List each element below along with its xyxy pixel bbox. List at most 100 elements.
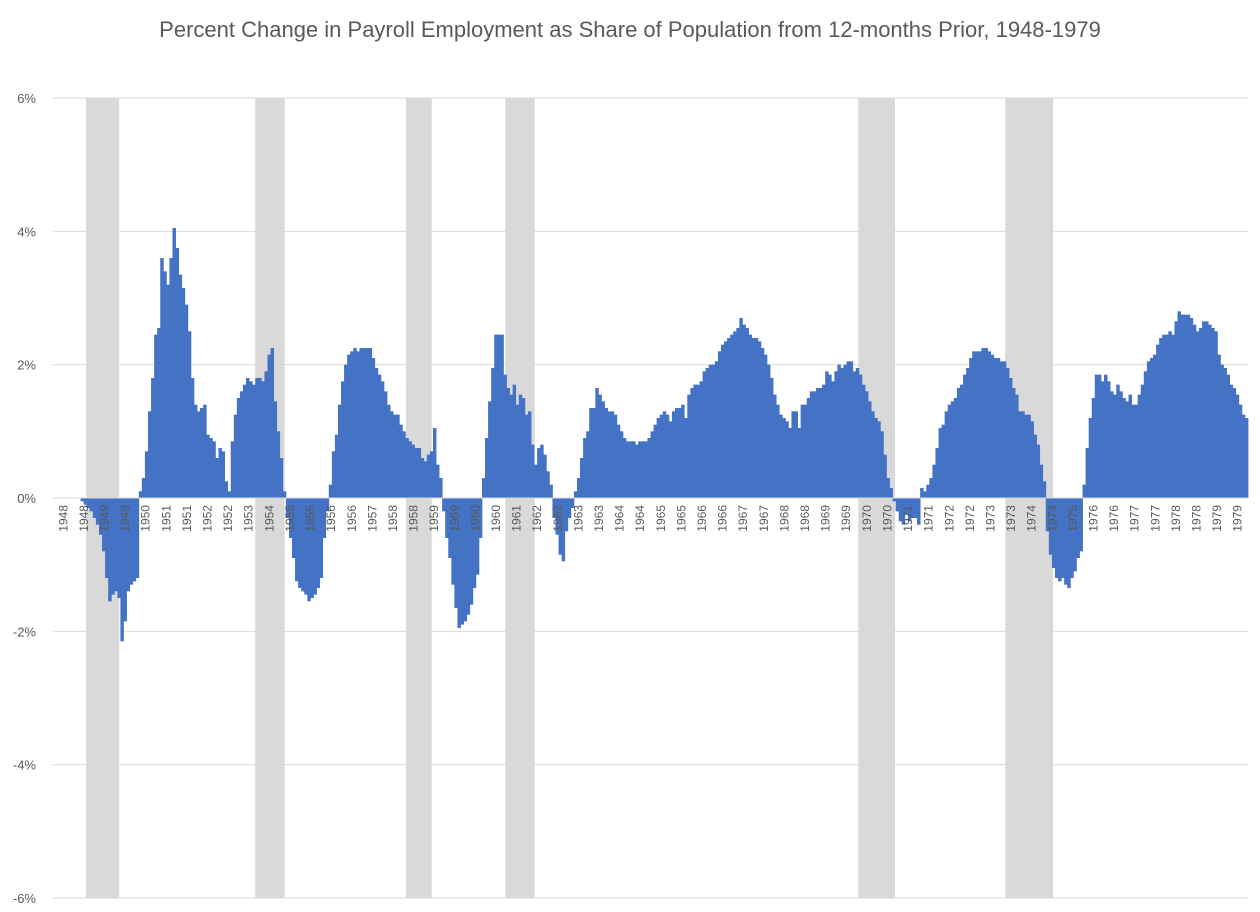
bar-201	[668, 421, 673, 498]
x-tick-label-9: 1953	[242, 505, 256, 532]
bar-91	[331, 451, 336, 498]
bar-354	[1137, 394, 1142, 498]
bar-86	[316, 498, 320, 588]
x-tick-label-27: 1964	[613, 505, 627, 532]
bar-232	[763, 354, 768, 498]
bar-309	[999, 361, 1004, 498]
bar-9	[80, 498, 85, 502]
bar-66	[255, 378, 259, 498]
bar-84	[310, 498, 314, 598]
bar-81	[301, 498, 305, 592]
bar-258	[843, 364, 848, 498]
bar-190	[635, 444, 639, 498]
bar-121	[423, 461, 428, 498]
bar-115	[405, 438, 409, 498]
bar-376	[1205, 321, 1209, 498]
x-tick-label-28: 1964	[633, 505, 647, 532]
bar-11	[86, 498, 91, 508]
bar-382	[1223, 368, 1227, 498]
bar-281	[914, 498, 918, 518]
bar-182	[610, 411, 615, 498]
bar-284	[923, 491, 927, 498]
bar-128	[445, 498, 449, 538]
x-tick-label-51: 1976	[1107, 505, 1121, 532]
bar-129	[448, 498, 452, 558]
bar-364	[1168, 331, 1172, 498]
bar-367	[1177, 311, 1181, 498]
bar-174	[586, 431, 590, 498]
bar-196	[653, 424, 658, 498]
bar-106	[377, 374, 382, 498]
bar-37	[166, 284, 170, 498]
bar-340	[1094, 374, 1099, 498]
bar-29	[141, 478, 146, 498]
bar-373	[1195, 331, 1200, 498]
bar-109	[386, 404, 391, 498]
bar-97	[350, 351, 354, 498]
bar-51	[209, 438, 213, 498]
bar-155	[527, 411, 532, 498]
bar-58	[230, 441, 235, 498]
bar-48	[200, 408, 204, 498]
bar-189	[632, 441, 636, 498]
bar-342	[1100, 381, 1105, 498]
bar-305	[987, 351, 992, 498]
bar-248	[812, 391, 817, 498]
bar-82	[304, 498, 308, 595]
bar-134	[463, 498, 468, 622]
bar-358	[1149, 358, 1154, 498]
bar-46	[193, 404, 198, 498]
bar-254	[831, 381, 835, 498]
bar-291	[944, 411, 949, 498]
bar-79	[295, 498, 299, 582]
bar-108	[383, 391, 388, 498]
bar-385	[1232, 388, 1237, 498]
bar-100	[359, 348, 363, 498]
bar-73	[276, 431, 281, 498]
bar-388	[1241, 414, 1246, 498]
x-tick-label-39: 1970	[860, 505, 874, 532]
bar-198	[659, 414, 664, 498]
bar-191	[638, 441, 642, 498]
bar-40	[175, 248, 180, 498]
bar-344	[1107, 381, 1111, 498]
bar-17	[105, 498, 109, 578]
y-tick-label-0: 6%	[17, 91, 36, 106]
bar-266	[868, 401, 872, 498]
bar-141	[485, 438, 489, 498]
bar-43	[184, 304, 189, 498]
bar-78	[292, 498, 296, 558]
y-tick-label-6: -6%	[13, 891, 37, 906]
bar-36	[163, 271, 167, 498]
bar-80	[298, 498, 302, 588]
bar-265	[864, 391, 869, 498]
bar-44	[187, 331, 192, 498]
bar-243	[797, 428, 802, 498]
bar-325	[1048, 498, 1053, 555]
bar-101	[362, 348, 366, 498]
bar-351	[1128, 394, 1132, 498]
bar-94	[341, 381, 345, 498]
bar-287	[932, 464, 936, 498]
bar-21	[117, 498, 121, 598]
bar-179	[601, 401, 605, 498]
bar-363	[1165, 334, 1169, 498]
bar-145	[497, 334, 501, 498]
bar-158	[537, 448, 541, 498]
bar-361	[1159, 338, 1163, 498]
bar-228	[751, 338, 756, 498]
bar-126	[439, 478, 443, 498]
bar-163	[552, 498, 556, 518]
x-tick-label-49: 1975	[1066, 505, 1080, 532]
bar-200	[665, 414, 670, 498]
x-tick-label-12: 1955	[304, 505, 318, 532]
x-tick-label-16: 1958	[386, 505, 400, 532]
bar-177	[595, 388, 599, 498]
bar-71	[270, 348, 275, 498]
x-tick-label-17: 1958	[407, 505, 421, 532]
bar-149	[509, 394, 514, 498]
bar-151	[515, 404, 520, 498]
bar-225	[742, 324, 746, 498]
bar-272	[886, 478, 890, 498]
bar-59	[233, 414, 238, 498]
